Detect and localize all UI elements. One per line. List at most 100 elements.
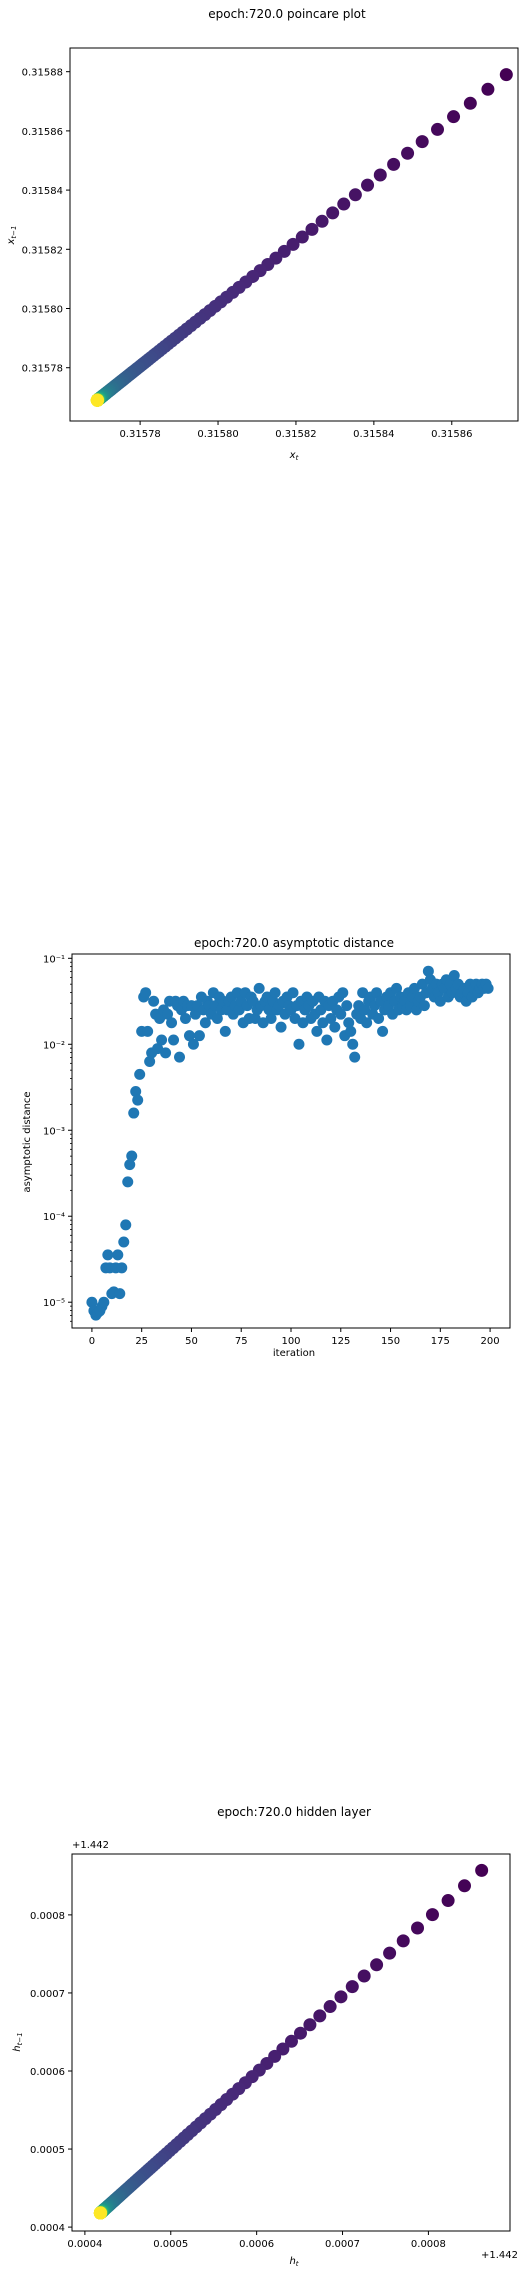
data-point: [174, 1052, 185, 1063]
data-point: [324, 2000, 337, 2013]
data-point: [140, 987, 151, 998]
data-point: [98, 1297, 109, 1308]
y-tick-label: 10⁻⁴: [43, 1212, 65, 1223]
data-point: [128, 1108, 139, 1119]
asymptotic-distance-chart: epoch:720.0 asymptotic distance 0 25 50 75 1…: [22, 936, 510, 1359]
data-point: [118, 1237, 129, 1248]
data-point: [254, 983, 265, 994]
x-tick-label: 200: [481, 1336, 500, 1347]
hidden-layer-title: epoch:720.0 hidden layer: [217, 1805, 371, 1819]
y-tick-label: 0.31588: [22, 68, 63, 79]
data-point: [345, 1026, 356, 1037]
x-tick-label: 125: [331, 1336, 350, 1347]
data-point: [142, 1026, 153, 1037]
data-point: [349, 188, 362, 201]
x-tick-label: 0.31578: [119, 429, 160, 440]
data-point: [411, 1922, 424, 1935]
data-point: [114, 1288, 125, 1299]
x-tick-label: 0.0007: [325, 2239, 360, 2250]
hidden-layer-x-ticks: 0.0004 0.0005 0.0006 0.0007 0.0008: [67, 2231, 446, 2250]
y-tick-label: 0.31584: [22, 186, 63, 197]
x-tick-label: 0.0004: [67, 2239, 102, 2250]
poincare-title: epoch:720.0 poincare plot: [208, 7, 366, 21]
data-point: [337, 198, 350, 211]
data-point: [329, 1022, 340, 1033]
x-tick-label: 0.0005: [153, 2239, 188, 2250]
data-point: [180, 1013, 191, 1024]
data-point: [220, 1026, 231, 1037]
y-tick-label: 0.0005: [30, 2145, 65, 2156]
x-tick-label: 0.31582: [275, 429, 316, 440]
y-tick-label: 0.0004: [30, 2223, 65, 2234]
data-point: [94, 2207, 107, 2220]
data-point: [401, 147, 414, 160]
data-point: [361, 179, 374, 192]
y-tick-label: 10⁻³: [43, 1126, 65, 1137]
y-tick-label: 0.0007: [30, 1989, 65, 2000]
data-point: [168, 1034, 179, 1045]
x-tick-label: 100: [281, 1336, 300, 1347]
data-point: [194, 1030, 205, 1041]
asymptotic-x-ticks: 0 25 50 75 100 125 150 175 200: [89, 1328, 500, 1347]
hidden-layer-x-axis-label: ht: [289, 2256, 298, 2268]
asymptotic-y-axis-label: asymptotic distance: [22, 1091, 33, 1192]
data-point: [112, 1249, 123, 1260]
data-point: [134, 1069, 145, 1080]
data-point: [102, 1249, 113, 1260]
data-point: [287, 987, 298, 998]
data-point: [276, 1022, 287, 1033]
data-point: [122, 1176, 133, 1187]
data-point: [458, 1879, 471, 1892]
data-point: [326, 206, 339, 219]
data-point: [334, 1990, 347, 2003]
hidden-layer-points: [94, 1864, 488, 2220]
data-point: [116, 1262, 127, 1273]
data-point: [166, 1017, 177, 1028]
data-point: [148, 996, 159, 1007]
hidden-layer-y-axis-label: ht−1: [12, 2032, 24, 2051]
data-point: [358, 1969, 371, 1982]
asymptotic-points: [86, 966, 493, 1321]
hidden-layer-y-offset-label: +1.442: [72, 1840, 109, 1851]
data-point: [293, 1039, 304, 1050]
data-point: [397, 1934, 410, 1947]
asymptotic-title: epoch:720.0 asymptotic distance: [194, 936, 394, 950]
data-point: [419, 1000, 430, 1011]
x-tick-label: 175: [431, 1336, 450, 1347]
y-tick-label: 0.0008: [30, 1911, 65, 1922]
data-point: [387, 158, 400, 171]
data-point: [442, 1894, 455, 1907]
y-tick-label: 10⁻¹: [43, 954, 65, 965]
data-point: [447, 110, 460, 123]
data-point: [120, 1219, 131, 1230]
data-point: [383, 1947, 396, 1960]
data-point: [341, 1000, 352, 1011]
x-tick-label: 25: [135, 1336, 148, 1347]
data-point: [426, 1908, 439, 1921]
data-point: [416, 135, 429, 148]
data-point: [316, 215, 329, 228]
x-tick-label: 0.0008: [411, 2239, 446, 2250]
asymptotic-x-axis-label: iteration: [273, 1348, 315, 1359]
data-point: [337, 987, 348, 998]
y-tick-label: 0.31578: [22, 364, 63, 375]
data-point: [431, 123, 444, 136]
x-tick-label: 75: [235, 1336, 248, 1347]
data-point: [160, 1047, 171, 1058]
poincare-chart: epoch:720.0 poincare plot 0.31578 0.31580…: [6, 7, 518, 462]
data-point: [126, 1151, 137, 1162]
x-tick-label: 0: [89, 1336, 95, 1347]
poincare-y-axis-label: xt−1: [6, 226, 18, 246]
data-point: [483, 983, 494, 994]
x-tick-label: 0.31586: [431, 429, 472, 440]
poincare-x-ticks: 0.31578 0.31580 0.31582 0.31584 0.31586: [119, 421, 472, 440]
data-point: [481, 83, 494, 96]
data-point: [270, 987, 281, 998]
y-tick-label: 0.0006: [30, 2067, 65, 2078]
asymptotic-y-ticks: 10⁻⁵ 10⁻⁴ 10⁻³ 10⁻² 10⁻¹: [43, 954, 72, 1321]
hidden-layer-y-ticks: 0.0004 0.0005 0.0006 0.0007 0.0008: [30, 1911, 72, 2234]
hidden-layer-chart: epoch:720.0 hidden layer +1.442 0.0004 0.…: [12, 1805, 518, 2268]
y-tick-label: 0.31582: [22, 245, 63, 256]
x-tick-label: 0.31580: [197, 429, 238, 440]
